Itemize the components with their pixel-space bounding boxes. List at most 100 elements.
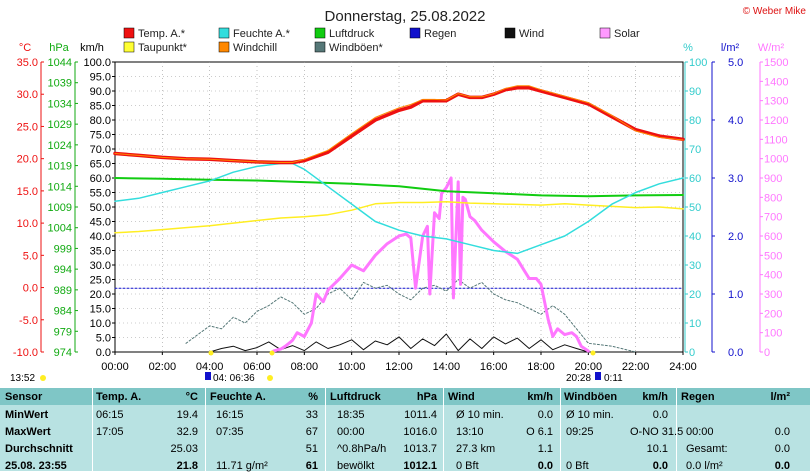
wind-tick-label: 60.0 — [90, 173, 111, 185]
table-cell: 1012.1 — [403, 460, 437, 472]
humidity-tick-label: 80 — [689, 115, 701, 127]
humidity-unit-label: % — [683, 42, 693, 54]
x-tick-label: 06:00 — [243, 361, 271, 373]
wind-tick-label: 45.0 — [90, 217, 111, 229]
table-cell: 27.3 km — [456, 443, 496, 455]
legend-swatch — [314, 41, 326, 53]
sunrise-left-label: 13:52 — [10, 373, 35, 384]
humidity-tick-label: 0 — [689, 347, 695, 359]
table-cell: Ø 10 min. — [566, 409, 614, 421]
sunset-label: 20:28 — [566, 373, 591, 384]
table-cell: 33 — [305, 409, 318, 421]
x-tick-label: 04:00 — [196, 361, 224, 373]
table-cell: 11.71 g/m² — [216, 460, 268, 472]
x-tick-label: 24:00 — [669, 361, 697, 373]
chart-title: Donnerstag, 25.08.2022 — [325, 8, 486, 25]
temp-tick-label: 15.0 — [17, 186, 38, 198]
wind-tick-label: 100.0 — [83, 57, 111, 69]
wind-tick-label: 75.0 — [90, 130, 111, 142]
solar-tick-label: 700 — [764, 212, 782, 224]
humidity-tick-label: 100 — [689, 57, 707, 69]
table-header-cell: l/m² — [770, 391, 790, 403]
wind-tick-label: 35.0 — [90, 246, 111, 258]
temp-tick-label: 30.0 — [17, 89, 38, 101]
table-cell: 16:15 — [216, 409, 244, 421]
legend-label: Wind — [519, 28, 544, 40]
legend-swatch — [218, 27, 230, 39]
table-cell: 0.0 — [537, 460, 553, 472]
solar-tick-label: 200 — [764, 308, 782, 320]
table-cell: 0.0 — [774, 426, 790, 438]
rain-tick-label: 2.0 — [728, 231, 743, 243]
table-cell: 61 — [305, 460, 318, 472]
series-line-windchill — [114, 85, 684, 163]
solar-tick-label: 1100 — [764, 134, 788, 146]
legend-label: Luftdruck — [329, 28, 375, 40]
table-divider — [92, 388, 93, 471]
legend-label: Regen — [424, 28, 456, 40]
legend-swatch — [504, 27, 516, 39]
table-header-cell: Wind — [448, 391, 475, 403]
x-tick-label: 08:00 — [291, 361, 319, 373]
pressure-tick-label: 1024 — [48, 140, 72, 152]
table-cell: 09:25 — [566, 426, 594, 438]
solar-tick-label: 800 — [764, 192, 782, 204]
table-header-cell: km/h — [527, 391, 553, 403]
x-tick-label: 20:00 — [575, 361, 603, 373]
stats-table: Sensor Temp. A. °C Feuchte A.% Luftdruck hPa W… — [0, 388, 810, 472]
solar-tick-label: 100 — [764, 328, 782, 340]
wind-tick-label: 30.0 — [90, 260, 111, 272]
sunset-right-label: 0:11 — [604, 373, 623, 384]
rain-tick-label: 0.0 — [728, 347, 743, 359]
table-cell: 1011.4 — [404, 409, 437, 421]
table-cell: 0 Bft — [566, 460, 589, 472]
pressure-tick-label: 1039 — [48, 78, 72, 90]
solar-tick-label: 0 — [764, 347, 770, 359]
series-line-feuchte-a — [114, 162, 684, 255]
moon-icon — [205, 372, 211, 380]
table-header-cell: Sensor — [5, 391, 43, 403]
x-tick-label: 12:00 — [385, 361, 413, 373]
humidity-tick-label: 70 — [689, 144, 701, 156]
table-cell: 51 — [305, 443, 318, 455]
temp-tick-label: 35.0 — [17, 57, 38, 69]
table-cell: 0.0 — [774, 460, 790, 472]
humidity-tick-label: 90 — [689, 86, 701, 98]
table-header-cell: Temp. A. — [96, 391, 142, 403]
wind-tick-label: 10.0 — [90, 318, 111, 330]
series-line-luftdruck — [114, 177, 684, 198]
legend-label: Solar — [614, 28, 640, 40]
solar-tick-label: 300 — [764, 289, 782, 301]
wind-tick-label: 95.0 — [90, 72, 111, 84]
table-cell: 17:05 — [96, 426, 124, 438]
humidity-tick-label: 60 — [689, 173, 701, 185]
pressure-tick-label: 994 — [54, 264, 72, 276]
wind-tick-label: 40.0 — [90, 231, 111, 243]
solar-tick-label: 1300 — [764, 96, 788, 108]
rain-tick-label: 1.0 — [728, 289, 743, 301]
pressure-tick-label: 974 — [54, 347, 72, 359]
table-header-cell: Windböen — [564, 391, 618, 403]
x-tick-label: 02:00 — [149, 361, 177, 373]
table-cell: 0.0 — [652, 409, 668, 421]
table-cell: 32.9 — [176, 426, 198, 438]
moon-icon — [595, 372, 601, 380]
table-cell: 0.0 — [774, 443, 790, 455]
table-cell: ^0.8hPa/h — [337, 443, 387, 455]
table-divider — [560, 388, 561, 471]
solar-tick-label: 400 — [764, 270, 782, 282]
wind-tick-label: 90.0 — [90, 86, 111, 98]
pressure-tick-label: 1044 — [48, 57, 72, 69]
wind-tick-label: 20.0 — [90, 289, 111, 301]
table-divider — [676, 388, 677, 471]
sun-marker — [590, 350, 596, 356]
temp-tick-label: 20.0 — [17, 154, 38, 166]
table-cell: 13:10 — [456, 426, 484, 438]
solar-tick-label: 900 — [764, 173, 782, 185]
table-header-cell: Regen — [681, 391, 715, 403]
pressure-unit-label: hPa — [49, 42, 69, 54]
pressure-tick-label: 984 — [54, 306, 72, 318]
legend-swatch — [123, 27, 135, 39]
wind-tick-label: 85.0 — [90, 101, 111, 113]
legend: Temp. A.* Feuchte A.* Luftdruck Regen Wind So… — [123, 27, 640, 54]
